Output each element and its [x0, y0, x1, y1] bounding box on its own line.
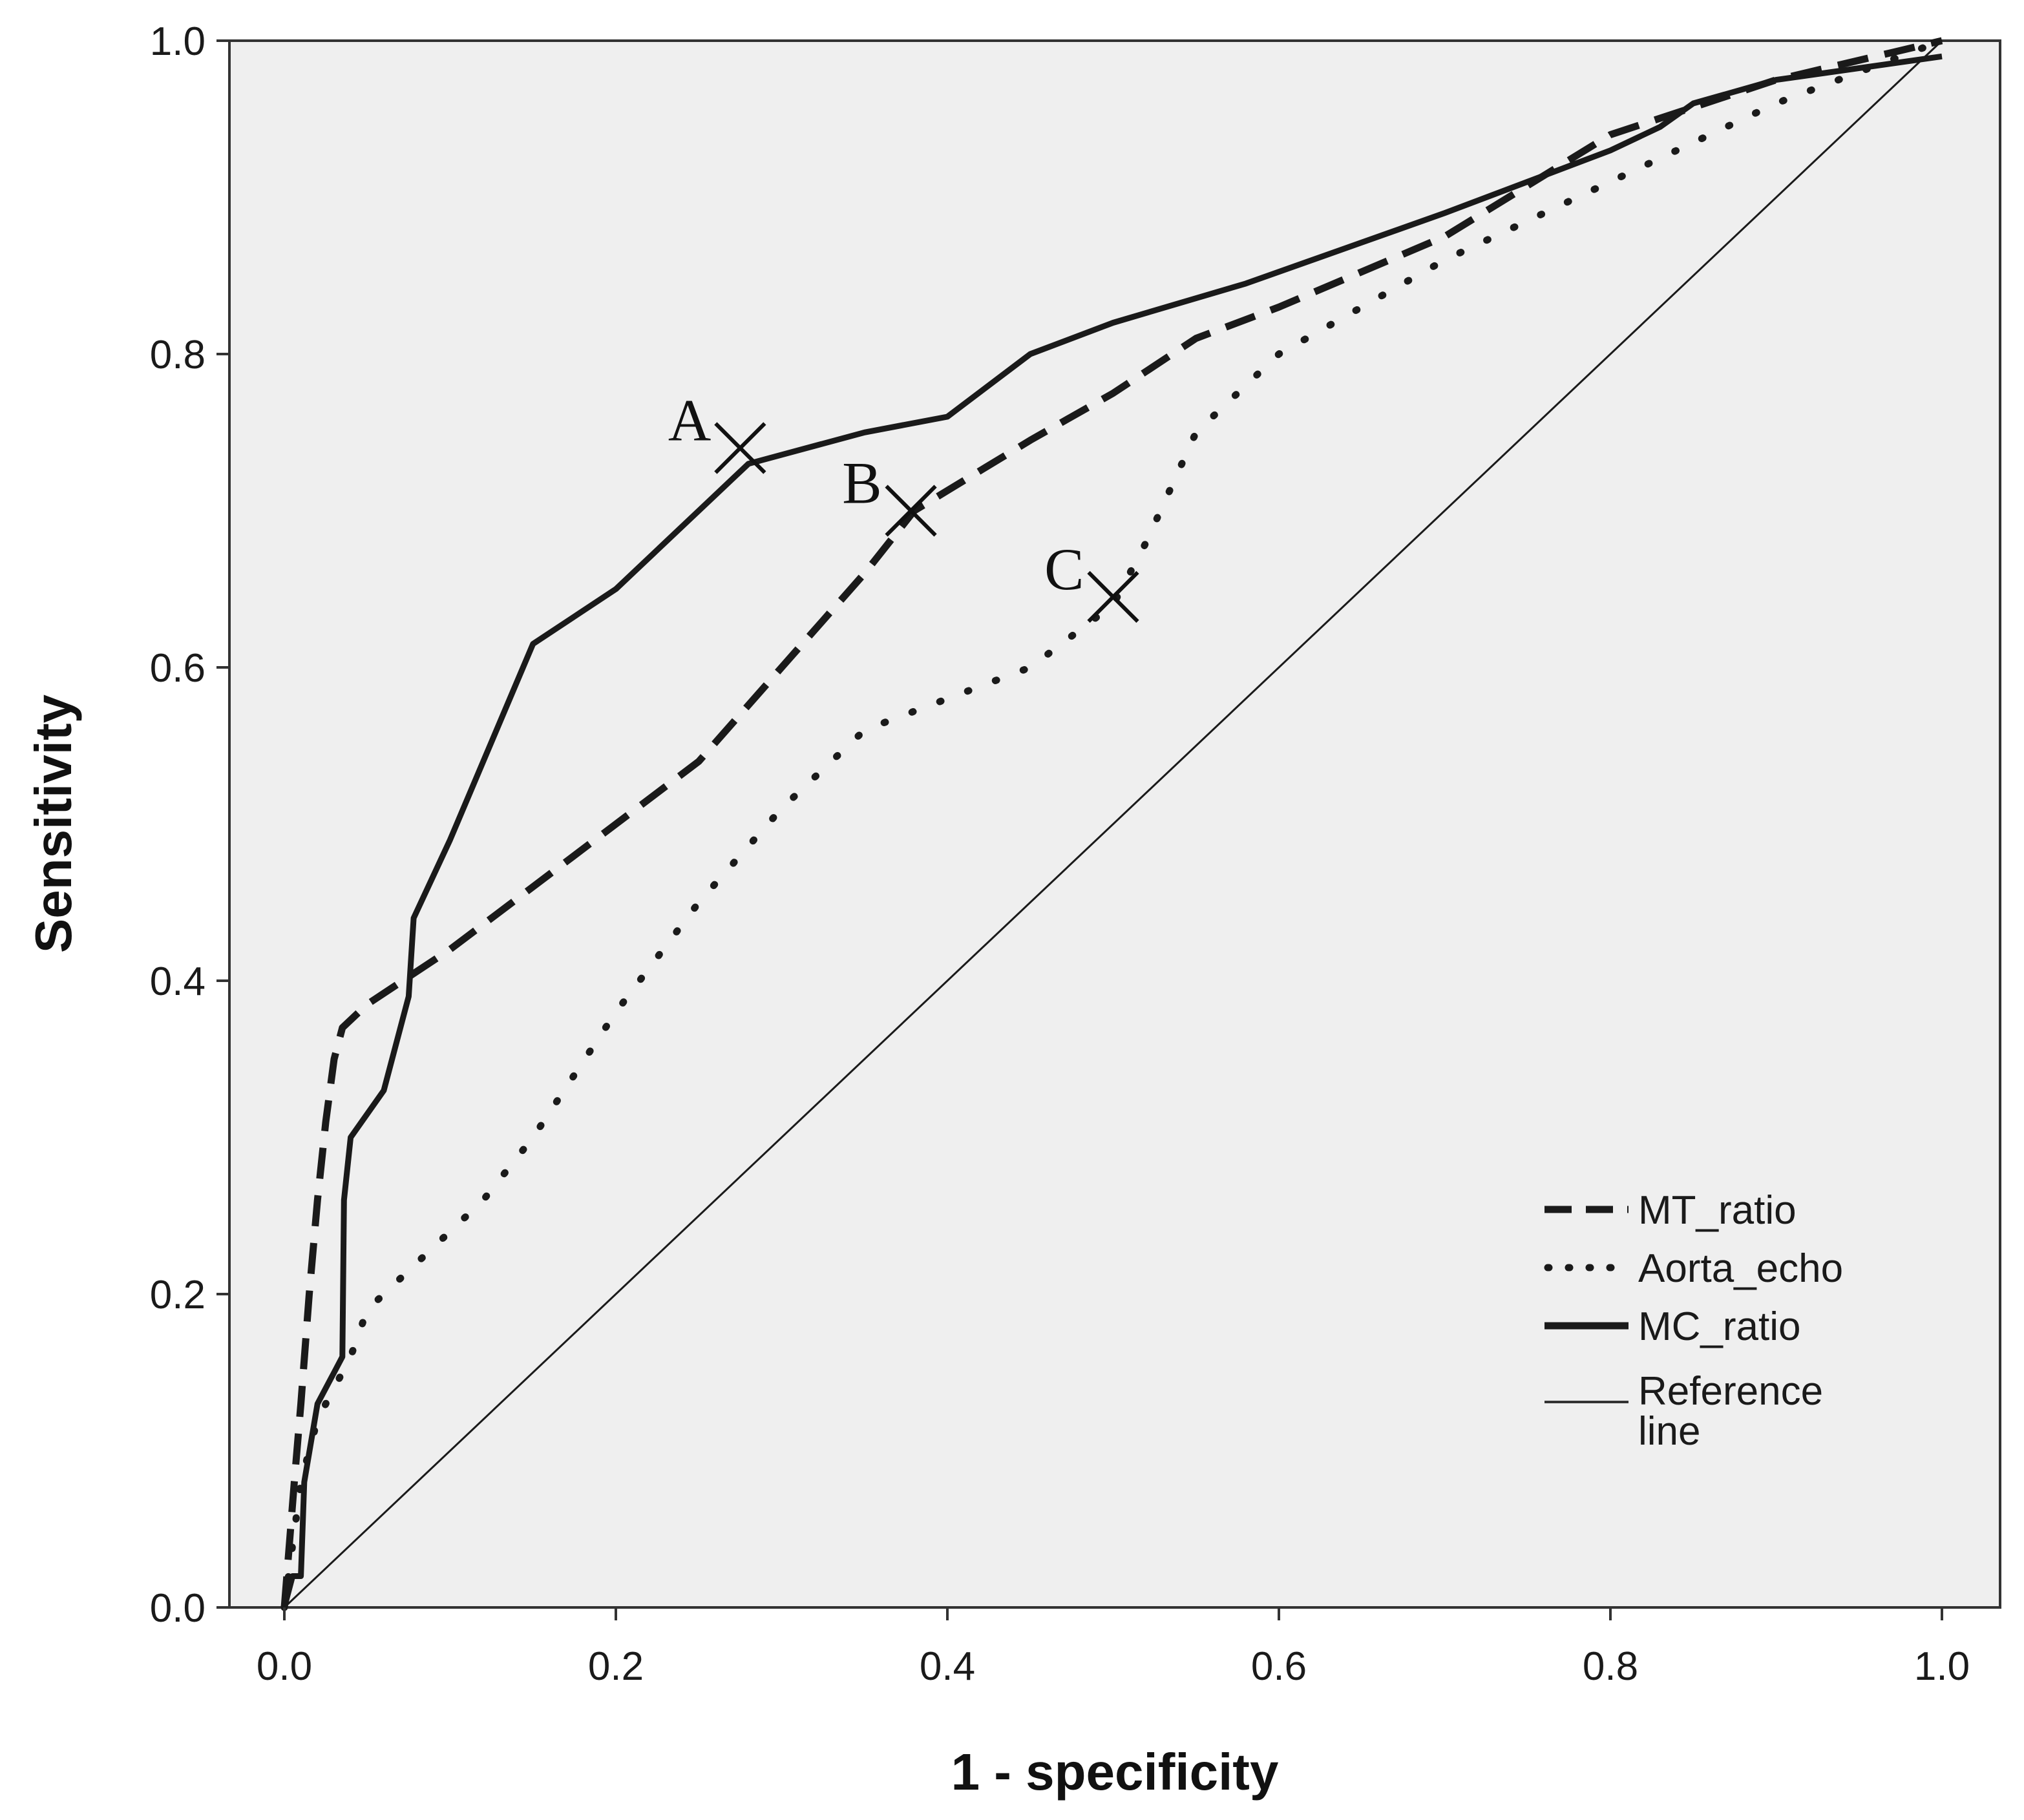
legend: MT_ratio Aorta_echo MC_ratio Reference li…	[1544, 1188, 1843, 1454]
axis-layer: 0.0 0.2 0.4 0.6 0.8 1.0 0.0 0.2 0.4 0.6 0.8 1.0	[150, 19, 1970, 1689]
y-tick-label: 1.0	[150, 19, 206, 64]
annotation-layer: A B C	[668, 388, 1139, 623]
series-line-aorta-echo	[280, 37, 1946, 1611]
x-axis-title: 1 - specificity	[951, 1743, 1279, 1801]
y-axis-title: Sensitivity	[25, 694, 82, 953]
x-tick-label: 0.0	[257, 1644, 312, 1689]
annotation-cross-stroke	[885, 485, 937, 537]
y-tick-label: 0.4	[150, 959, 206, 1004]
annotation-marker-c: C	[1044, 536, 1139, 623]
legend-label-reference-line: Reference line	[1638, 1369, 1823, 1454]
annotation-label-a: A	[668, 388, 711, 454]
series-line-mc-ratio	[281, 53, 1943, 1609]
series-line-mt-ratio	[280, 37, 1943, 1608]
x-tick-label: 1.0	[1914, 1644, 1970, 1689]
legend-label-line: Reference	[1638, 1369, 1823, 1414]
annotation-marker-b: B	[842, 450, 937, 537]
series-layer	[280, 37, 1946, 1611]
legend-label-mc-ratio: MC_ratio	[1638, 1304, 1801, 1349]
legend-label-aorta-echo: Aorta_echo	[1638, 1246, 1843, 1291]
annotation-cross-stroke	[714, 422, 766, 474]
x-tick-label: 0.4	[920, 1644, 975, 1689]
legend-label-line: line	[1638, 1409, 1701, 1454]
annotation-cross-stroke	[1087, 570, 1139, 623]
y-tick-label: 0.2	[150, 1273, 206, 1317]
series-line-reference-line	[283, 39, 1943, 1609]
y-tick-label: 0.0	[150, 1586, 206, 1631]
x-tick-label: 0.2	[588, 1644, 644, 1689]
plot-area	[228, 39, 2001, 1609]
annotation-label-c: C	[1044, 536, 1084, 602]
y-tick-label: 0.6	[150, 646, 206, 691]
y-tick-label: 0.8	[150, 333, 206, 377]
annotation-marker-a: A	[668, 388, 766, 474]
annotation-label-b: B	[842, 450, 881, 516]
x-tick-label: 0.8	[1583, 1644, 1638, 1689]
legend-label-mt-ratio: MT_ratio	[1638, 1188, 1797, 1233]
x-tick-label: 0.6	[1251, 1644, 1307, 1689]
